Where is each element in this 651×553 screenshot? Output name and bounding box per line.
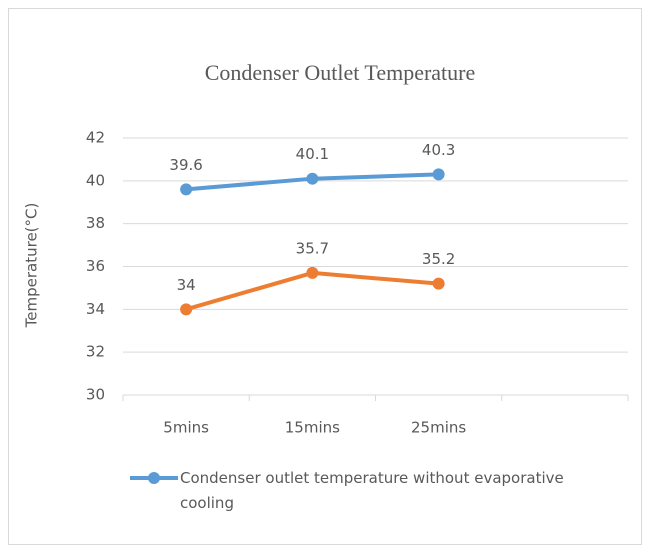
y-tick-label: 38 [86,214,105,232]
data-point [432,277,445,290]
data-label: 40.1 [296,145,329,163]
y-tick-label: 30 [86,386,105,404]
legend-marker [148,472,160,484]
y-tick-label: 34 [86,300,105,318]
data-point [432,168,445,181]
y-tick-label: 36 [86,257,105,275]
data-label: 35.2 [422,250,455,268]
data-point [306,172,319,185]
data-point [306,266,319,279]
y-axis-label: Temperature(°C) [23,203,41,329]
chart-frame [8,8,642,545]
data-label: 34 [177,276,196,294]
data-point [180,183,193,196]
data-label: 39.6 [169,156,202,174]
y-tick-label: 40 [86,171,105,189]
data-label: 35.7 [296,239,329,257]
y-tick-label: 32 [86,343,105,361]
data-label: 40.3 [422,141,455,159]
x-tick-label: 15mins [285,419,340,437]
legend-label: Condenser outlet temperature without eva… [180,469,564,512]
x-tick-label: 5mins [163,419,209,437]
data-point [180,303,193,316]
x-tick-label: 25mins [411,419,466,437]
chart-title: Condenser Outlet Temperature [205,60,476,85]
y-tick-label: 42 [86,129,105,147]
